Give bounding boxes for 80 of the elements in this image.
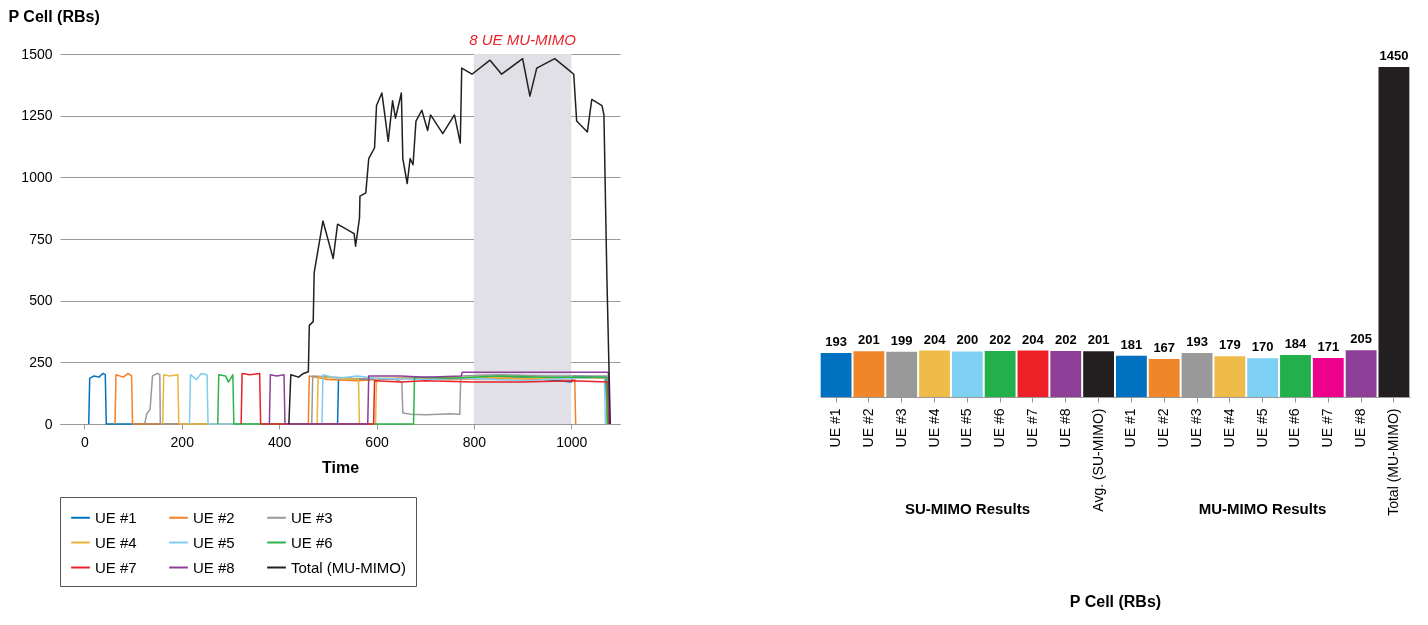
x-tick-label: UE #4 bbox=[1220, 408, 1237, 448]
x-tick-label: UE #7 bbox=[1023, 408, 1040, 448]
legend-label: UE #7 bbox=[95, 558, 137, 576]
bar bbox=[1247, 358, 1279, 397]
y-tick-label: 1500 bbox=[21, 45, 53, 62]
x-tick-label: Total (MU-MIMO) bbox=[1384, 408, 1401, 516]
y-tick-label: 500 bbox=[29, 292, 53, 309]
x-tick-label: 0 bbox=[80, 433, 89, 450]
data-label: 201 bbox=[858, 332, 880, 348]
legend-label: Total (MU-MIMO) bbox=[291, 558, 406, 576]
x-axis-title: P Cell (RBs) bbox=[1069, 592, 1162, 610]
legend-label: UE #2 bbox=[193, 508, 235, 526]
x-tick-label: 800 bbox=[462, 433, 487, 450]
bar bbox=[1017, 350, 1049, 397]
data-label: 1450 bbox=[1379, 48, 1409, 63]
bar bbox=[1083, 351, 1115, 397]
data-label: 199 bbox=[890, 332, 913, 348]
y-tick-label: 750 bbox=[29, 230, 53, 247]
data-label: 181 bbox=[1120, 336, 1143, 352]
x-axis-title: Time bbox=[321, 458, 360, 476]
legend-label: UE #4 bbox=[95, 533, 137, 551]
text: MU-MIMO Results bbox=[1198, 500, 1327, 517]
bar bbox=[1214, 356, 1246, 397]
data-label: 193 bbox=[1186, 334, 1208, 350]
x-tick-label: UE #8 bbox=[1352, 408, 1369, 448]
bar bbox=[1280, 355, 1311, 397]
x-tick-label: 400 bbox=[267, 433, 292, 450]
x-tick-label: UE #4 bbox=[925, 408, 942, 448]
data-label: 179 bbox=[1219, 337, 1241, 353]
bar bbox=[984, 351, 1016, 397]
data-label: 204 bbox=[923, 331, 947, 347]
y-tick-label: 250 bbox=[29, 353, 53, 370]
legend-label: UE #6 bbox=[291, 533, 333, 551]
x-tick-label: UE #7 bbox=[1319, 408, 1336, 448]
x-tick-label: UE #2 bbox=[1155, 408, 1172, 448]
bar bbox=[820, 353, 852, 397]
line-series bbox=[288, 57, 612, 425]
x-tick-label: UE #6 bbox=[991, 408, 1008, 448]
x-tick-label: 600 bbox=[365, 433, 389, 450]
data-label: 171 bbox=[1317, 339, 1340, 355]
bar bbox=[853, 351, 885, 397]
legend-label: UE #8 bbox=[193, 558, 235, 576]
x-tick-label: UE #1 bbox=[1122, 408, 1139, 448]
bar bbox=[1050, 351, 1082, 397]
text: SU-MIMO Results bbox=[904, 500, 1031, 517]
legend-label: UE #3 bbox=[291, 508, 333, 526]
x-tick-label: Avg. (SU-MIMO) bbox=[1089, 408, 1106, 512]
data-label: 202 bbox=[989, 332, 1011, 348]
data-label: 201 bbox=[1087, 332, 1110, 348]
data-label: 200 bbox=[956, 332, 979, 348]
x-tick-label: UE #2 bbox=[859, 408, 876, 448]
x-tick-label: UE #8 bbox=[1056, 408, 1073, 448]
x-tick-label: UE #3 bbox=[892, 408, 909, 448]
bar bbox=[1378, 67, 1410, 397]
x-tick-label: UE #3 bbox=[1188, 408, 1205, 448]
x-tick-label: UE #5 bbox=[958, 408, 975, 448]
bar bbox=[951, 351, 983, 397]
data-label: 184 bbox=[1284, 336, 1308, 352]
x-tick-label: 200 bbox=[170, 433, 195, 450]
data-label: 204 bbox=[1022, 331, 1045, 347]
data-label: 202 bbox=[1054, 332, 1077, 348]
bar bbox=[1312, 358, 1344, 397]
y-tick-label: 1250 bbox=[21, 107, 53, 124]
x-tick-label: 1000 bbox=[556, 433, 588, 450]
bar bbox=[919, 350, 950, 397]
data-label: 167 bbox=[1153, 339, 1176, 355]
y-tick-label: 1000 bbox=[21, 168, 53, 185]
legend-label: UE #1 bbox=[95, 508, 137, 526]
data-label: 205 bbox=[1350, 331, 1372, 347]
x-tick-label: UE #6 bbox=[1286, 408, 1303, 448]
legend-label: UE #5 bbox=[193, 533, 235, 551]
bar bbox=[1345, 350, 1377, 397]
y-axis-title: P Cell (RBs) bbox=[8, 7, 100, 25]
bar bbox=[1115, 355, 1147, 397]
band-label: 8 UE MU-MIMO bbox=[469, 31, 577, 48]
data-label: 170 bbox=[1251, 339, 1274, 355]
x-tick-label: UE #1 bbox=[827, 408, 844, 448]
data-label: 193 bbox=[825, 334, 847, 350]
bar bbox=[1148, 358, 1180, 397]
x-tick-label: UE #5 bbox=[1253, 408, 1270, 448]
